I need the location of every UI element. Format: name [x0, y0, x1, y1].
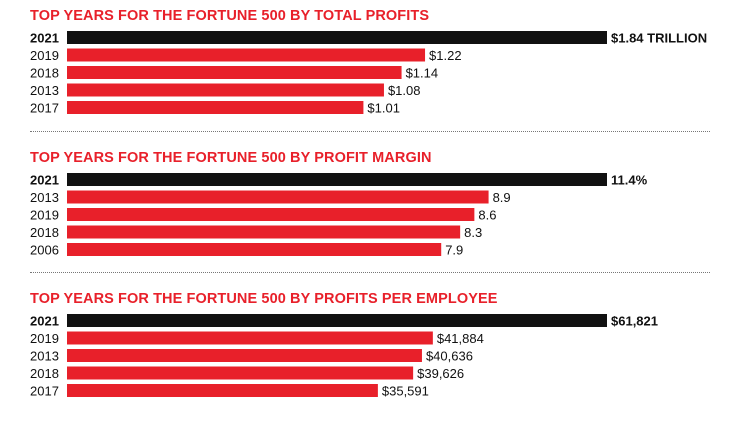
chart-title-profits-per-employee: TOP YEARS FOR THE FORTUNE 500 BY PROFITS… [30, 291, 498, 307]
chart-title-total-profits: TOP YEARS FOR THE FORTUNE 500 BY TOTAL P… [30, 8, 430, 24]
category-label: 2019 [30, 48, 59, 63]
bar [67, 48, 426, 62]
bar-chart-profit-margin: 2021 11.4% 2013 8.9 2019 8.6 2018 8.3 2006 7.9 [30, 173, 648, 258]
bar-chart-profits-per-employee: 2021 $61,821 2019 $41,884 2013 $40,636 2018 $39… [30, 314, 658, 399]
category-label: 2021 [30, 31, 59, 46]
value-label: $1.08 [388, 83, 421, 98]
category-label: 2013 [30, 190, 59, 205]
bar [67, 208, 475, 221]
value-label: $40,636 [426, 349, 473, 364]
chart-title-profit-margin: TOP YEARS FOR THE FORTUNE 500 BY PROFIT … [30, 150, 432, 166]
category-label: 2019 [30, 208, 59, 223]
bar [67, 314, 607, 327]
value-label: 8.9 [493, 190, 511, 205]
value-label: $61,821 [611, 314, 658, 329]
bar [67, 31, 607, 44]
section-divider-1 [30, 131, 710, 132]
bar [67, 349, 422, 362]
bar [67, 190, 489, 204]
value-label: 8.3 [464, 225, 482, 240]
value-label: $41,884 [437, 331, 484, 346]
category-label: 2021 [30, 173, 59, 188]
bar-chart-total-profits: 2021 $1.84 TRILLION 2019 $1.22 2018 $1.14 2013… [30, 31, 707, 116]
bar [67, 331, 433, 345]
bar [67, 83, 384, 97]
category-label: 2006 [30, 243, 59, 258]
category-label: 2018 [30, 225, 59, 240]
bar [67, 173, 607, 186]
category-label: 2018 [30, 366, 59, 381]
bar [67, 243, 442, 256]
chart-panel-total-profits: TOP YEARS FOR THE FORTUNE 500 BY TOTAL P… [0, 8, 750, 120]
bar [67, 66, 402, 79]
value-label: 7.9 [445, 243, 463, 258]
value-label: $35,591 [382, 384, 429, 399]
value-label: $39,626 [417, 366, 464, 381]
value-label: $1.22 [429, 48, 462, 63]
bar [67, 384, 378, 397]
section-divider-2 [30, 272, 710, 273]
bar [67, 225, 461, 239]
category-label: 2021 [30, 314, 59, 329]
category-label: 2013 [30, 349, 59, 364]
bar [67, 366, 414, 380]
category-label: 2017 [30, 101, 59, 116]
bar [67, 101, 364, 114]
category-label: 2013 [30, 83, 59, 98]
chart-panel-profit-margin: TOP YEARS FOR THE FORTUNE 500 BY PROFIT … [0, 150, 750, 262]
value-label: $1.01 [367, 101, 400, 116]
value-label: 8.6 [478, 208, 496, 223]
value-label: $1.14 [406, 66, 439, 81]
category-label: 2018 [30, 66, 59, 81]
chart-panel-profits-per-employee: TOP YEARS FOR THE FORTUNE 500 BY PROFITS… [0, 291, 750, 403]
category-label: 2017 [30, 384, 59, 399]
value-label: 11.4% [611, 173, 648, 188]
category-label: 2019 [30, 331, 59, 346]
value-label: $1.84 TRILLION [611, 31, 707, 46]
